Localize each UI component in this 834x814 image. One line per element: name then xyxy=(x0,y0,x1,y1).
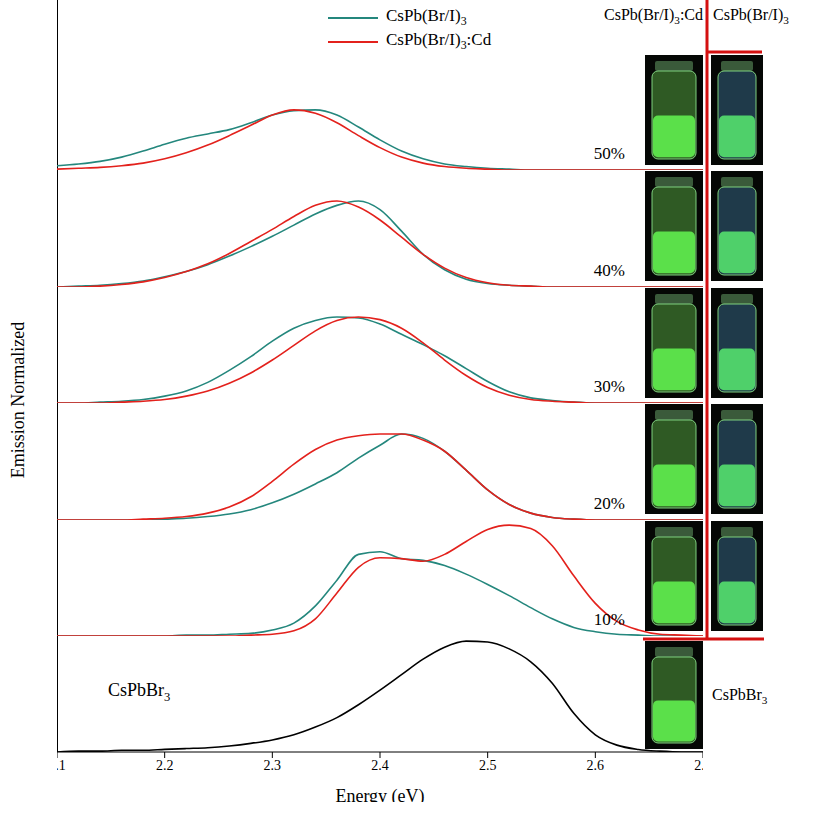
svg-text:2.3: 2.3 xyxy=(264,758,282,773)
svg-text:Energy (eV): Energy (eV) xyxy=(335,786,424,802)
html-text:20%: 20% xyxy=(593,494,625,513)
html-text:CsPb(Br/I)3:Cd: CsPb(Br/I)3:Cd xyxy=(604,6,703,27)
svg-text:2.5: 2.5 xyxy=(479,758,497,773)
html-text:30%: 30% xyxy=(593,377,625,396)
svg-text:Emission Normalized: Emission Normalized xyxy=(8,322,28,478)
svg-text:2.4: 2.4 xyxy=(371,758,389,773)
html-text:CsPb(Br/I)3: CsPb(Br/I)3 xyxy=(386,6,467,29)
svg-text:2.7: 2.7 xyxy=(694,758,703,773)
html-text:10%: 10% xyxy=(593,610,625,629)
svg-text:2.1: 2.1 xyxy=(57,758,66,773)
html-text:50%: 50% xyxy=(593,144,625,163)
html-text:CsPbBr3: CsPbBr3 xyxy=(108,680,171,704)
svg-text:2.2: 2.2 xyxy=(156,758,174,773)
svg-text:2.6: 2.6 xyxy=(587,758,605,773)
html-text:CsPbBr3: CsPbBr3 xyxy=(712,686,768,707)
html-text:CsPb(Br/I)3:Cd: CsPb(Br/I)3:Cd xyxy=(386,30,492,53)
html-text:40%: 40% xyxy=(593,261,625,280)
html-text:CsPb(Br/I)3: CsPb(Br/I)3 xyxy=(713,6,789,27)
